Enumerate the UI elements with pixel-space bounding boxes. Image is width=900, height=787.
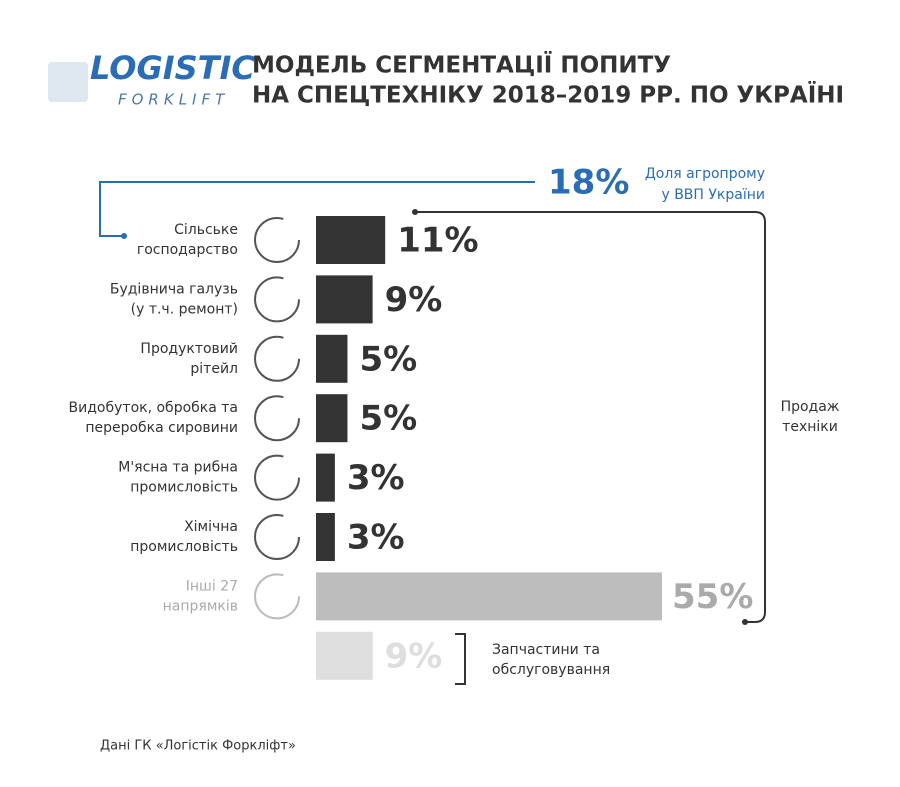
bracket-dot xyxy=(121,233,127,239)
category-label: промисловість xyxy=(130,480,238,496)
category-icon xyxy=(254,395,300,442)
parts-text: обслуговування xyxy=(492,662,610,678)
title-line: МОДЕЛЬ СЕГМЕНТАЦІЇ ПОПИТУ xyxy=(252,51,671,79)
bracket-dot xyxy=(742,619,748,625)
sales-text: Продаж xyxy=(781,399,840,415)
agro-text: у ВВП України xyxy=(661,187,765,203)
logo-text: LOGISTIC xyxy=(90,49,255,87)
logo-subtext: FORKLIFT xyxy=(118,91,229,109)
value-label: 9% xyxy=(385,280,443,320)
bar xyxy=(316,572,662,621)
category-icon xyxy=(254,454,300,501)
category-label: господарство xyxy=(137,242,238,258)
category-label: (у т.ч. ремонт) xyxy=(131,301,238,317)
parts-bracket xyxy=(455,633,466,685)
bar xyxy=(316,216,386,264)
bar xyxy=(316,334,348,383)
category-label: Інші 27 xyxy=(186,578,238,594)
category-label: М'ясна та рибна xyxy=(118,460,238,476)
bar xyxy=(316,513,335,561)
category-icon xyxy=(254,514,300,560)
category-label: Будівнича галузь xyxy=(110,281,238,297)
category-label: Сільське xyxy=(174,222,238,238)
category-label: Видобуток, обробка та xyxy=(69,400,238,416)
category-label: переробка сировини xyxy=(85,420,238,436)
category-icon xyxy=(254,276,300,323)
category-icon xyxy=(254,335,300,382)
value-label: 5% xyxy=(359,399,417,439)
logo: LOGISTIC FORKLIFT xyxy=(48,49,255,109)
sales-text: техніки xyxy=(782,419,838,435)
value-label: 3% xyxy=(347,458,405,498)
agro-share: 18% xyxy=(548,163,629,203)
category-label: промисловість xyxy=(130,539,238,555)
parts-text: Запчастини та xyxy=(492,642,600,658)
sales-bracket xyxy=(415,211,766,623)
logo-icon xyxy=(48,62,88,102)
category-icon xyxy=(254,217,300,263)
category-label: напрямків xyxy=(163,598,238,614)
value-label: 3% xyxy=(347,518,405,558)
bar xyxy=(316,631,373,680)
category-label: Хімічна xyxy=(184,519,238,535)
category-label: рітейл xyxy=(190,361,238,377)
bar xyxy=(316,453,335,502)
category-icon xyxy=(254,573,300,620)
value-label: 55% xyxy=(672,577,753,617)
value-label: 11% xyxy=(397,221,478,261)
value-label: 9% xyxy=(385,636,443,676)
bracket-dot xyxy=(412,209,418,215)
bar xyxy=(316,275,373,324)
agro-text: Доля агропрому xyxy=(645,166,765,182)
agro-bracket xyxy=(99,181,535,237)
value-label: 5% xyxy=(359,339,417,379)
source: Дані ГК «Логістік Форкліфт» xyxy=(100,739,296,754)
title-line: НА СПЕЦТЕХНІКУ 2018–2019 РР. ПО УКРАЇНІ xyxy=(252,81,844,109)
category-label: Продуктовий xyxy=(140,341,238,357)
bar xyxy=(316,394,348,443)
